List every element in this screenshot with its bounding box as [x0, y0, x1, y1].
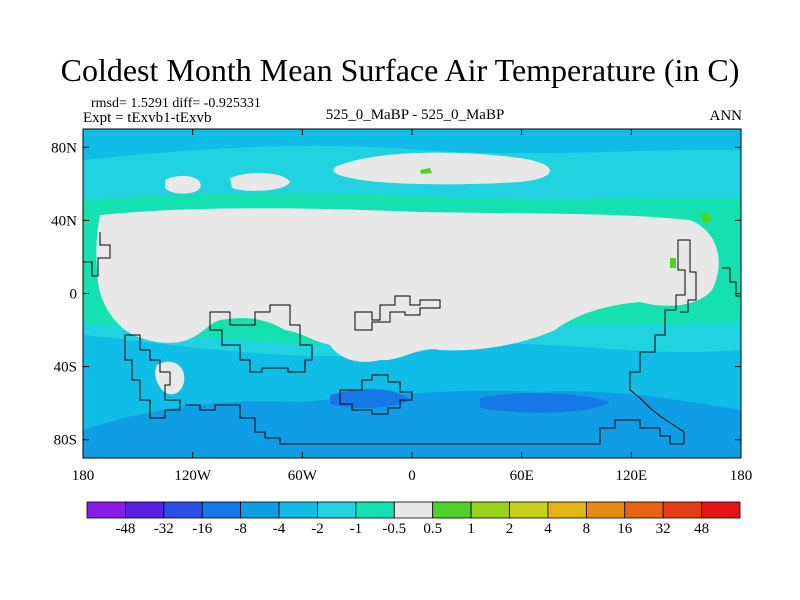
colorbar-swatch — [240, 501, 280, 519]
colorbar-label: -1 — [350, 521, 363, 537]
field-arctic-blob-2 — [165, 175, 201, 194]
colorbar-label: -32 — [154, 521, 174, 537]
outline-continent-2 — [354, 295, 441, 331]
field-arctic-blob-1 — [333, 152, 550, 185]
outline-continent-8 — [83, 232, 111, 277]
colorbar-label: 2 — [506, 521, 514, 537]
colorbar-label: -8 — [234, 521, 247, 537]
colorbar-label: 32 — [656, 521, 671, 537]
colorbar-swatch — [355, 501, 395, 519]
field-warm-spot-1 — [700, 212, 712, 224]
colorbar-swatch — [278, 501, 318, 519]
colorbar-swatch — [317, 501, 357, 519]
colorbar-swatch — [393, 501, 434, 519]
colorbar-label: -4 — [273, 521, 286, 537]
chart-title: Coldest Month Mean Surface Air Temperatu… — [60, 52, 740, 88]
colorbar-swatch — [86, 501, 126, 519]
y-tick-label: 0 — [70, 287, 78, 303]
colorbar-swatch — [701, 501, 741, 519]
colorbar-label: 8 — [583, 521, 591, 537]
colorbar-label: -48 — [115, 521, 135, 537]
colorbar-swatch — [432, 501, 472, 519]
season-label: ANN — [709, 108, 743, 124]
colorbar-label: 4 — [544, 521, 552, 537]
outline-continent-7 — [629, 389, 685, 444]
colorbar: -48 -32 -16 -8 -4 -2 -1 -0.5 0.5 1 2 4 8 16 32 48 — [86, 501, 741, 537]
x-tick-label: 0 — [408, 468, 416, 484]
axes: 180 120W 60W 0 60E 120E 180 80N 40N 0 40S 80S — [51, 129, 752, 484]
outline-continent-5 — [185, 404, 684, 445]
continent-outlines — [83, 232, 741, 445]
field-warm-spot-3 — [670, 258, 676, 268]
field-coldest-patch-2 — [330, 388, 410, 409]
x-tick-label: 120W — [174, 468, 212, 484]
field-arctic-blob-4 — [510, 235, 590, 251]
y-tick-label: 40S — [54, 360, 77, 376]
outline-continent-3 — [339, 374, 413, 415]
experiment-label: Expt = tExvb1-tExvb — [83, 110, 212, 126]
colorbar-label: 0.5 — [423, 521, 442, 537]
x-tick-label: 180 — [72, 468, 95, 484]
x-tick-label: 120E — [615, 468, 647, 484]
colorbar-swatch — [163, 501, 203, 519]
colorbar-swatch — [624, 501, 664, 519]
colorbar-swatch — [509, 501, 549, 519]
x-tick-label: 60W — [288, 468, 318, 484]
x-tick-label: 60E — [510, 468, 534, 484]
colorbar-swatch — [125, 501, 165, 519]
colorbar-swatch — [662, 501, 702, 519]
colorbar-swatch — [470, 501, 510, 519]
colorbar-swatch — [547, 501, 587, 519]
field-warm-spot-2 — [420, 168, 432, 174]
field-arctic-blob-3 — [230, 173, 290, 191]
outline-continent-9 — [722, 267, 741, 297]
y-tick-label: 40N — [51, 213, 77, 229]
outline-continent-4 — [124, 334, 181, 419]
field-coldest-patch-1 — [480, 393, 610, 413]
comparison-label: 525_0_MaBP - 525_0_MaBP — [325, 107, 505, 123]
y-tick-label: 80N — [51, 140, 77, 156]
x-tick-label: 180 — [730, 468, 753, 484]
stats-label: rmsd= 1.5291 diff= -0.925331 — [91, 96, 261, 111]
outline-continent-6 — [629, 239, 697, 390]
colorbar-label: 16 — [617, 521, 633, 537]
colorbar-label: 48 — [694, 521, 709, 537]
colorbar-label: -2 — [311, 521, 324, 537]
y-tick-label: 80S — [54, 433, 77, 449]
colorbar-label: -16 — [192, 521, 212, 537]
map-plot-area — [83, 129, 741, 458]
colorbar-swatch — [201, 501, 242, 519]
colorbar-swatch — [585, 501, 626, 519]
colorbar-label: 1 — [467, 521, 475, 537]
outline-continent-1 — [209, 304, 313, 373]
colorbar-label: -0.5 — [382, 521, 406, 537]
